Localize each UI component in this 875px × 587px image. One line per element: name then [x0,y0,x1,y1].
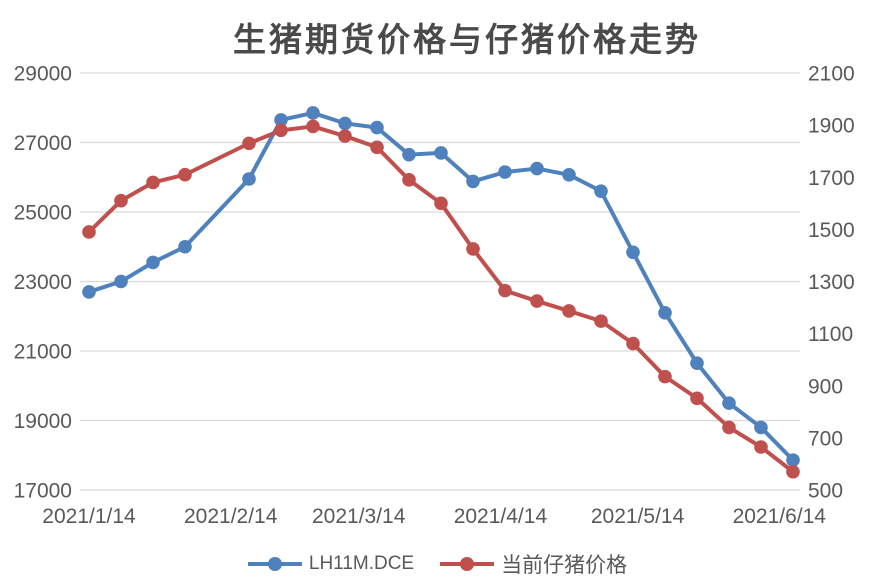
data-point-marker [402,147,416,162]
left-axis-tick-label: 19000 [14,410,72,433]
data-point-marker [274,113,288,127]
data-point-marker [402,173,416,187]
data-point-marker [242,136,256,151]
right-axis-tick-label: 1900 [808,115,855,138]
data-point-marker [786,453,800,467]
data-point-marker [754,420,768,435]
left-axis-tick-label: 17000 [14,480,72,503]
legend-line-marker-futures-icon [247,557,302,571]
right-axis-tick-label: 2100 [808,63,855,86]
data-point-marker [754,440,768,454]
right-axis-tick-label: 500 [808,480,843,503]
data-point-marker [594,184,608,198]
left-axis-tick-label: 21000 [14,341,72,364]
data-point-marker [722,396,736,410]
data-point-marker [242,172,256,186]
data-point-marker [434,196,448,211]
data-point-marker [114,274,128,289]
legend-item-piglet: 当前仔猪价格 [440,549,627,579]
left-axis-tick-label: 29000 [14,63,72,86]
data-point-marker [146,175,160,190]
x-axis-tick-label: 2021/5/14 [591,505,685,528]
data-point-marker [530,294,544,308]
data-point-marker [466,242,480,256]
left-axis-tick-label: 27000 [14,132,72,155]
x-axis-tick-label: 2021/6/14 [733,505,827,528]
data-point-marker [306,119,320,134]
legend: LH11M.DCE 当前仔猪价格 [0,549,875,579]
data-point-marker [114,193,128,208]
data-point-marker [658,369,672,384]
right-axis-tick-label: 1700 [808,167,855,190]
data-point-marker [626,336,640,351]
data-point-marker [82,225,96,239]
x-axis-tick-label: 2021/4/14 [454,505,548,528]
data-point-marker [722,420,736,435]
legend-label-piglet: 当前仔猪价格 [501,553,628,577]
data-point-marker [338,116,352,131]
left-axis-tick-label: 23000 [14,271,72,294]
right-axis-tick-label: 700 [808,427,843,450]
data-point-marker [562,168,576,182]
data-point-marker [178,167,192,182]
legend-item-futures: LH11M.DCE [247,553,415,575]
data-point-marker [146,255,160,270]
data-point-marker [466,174,480,189]
data-point-marker [274,123,288,138]
legend-line-marker-piglet-icon [440,557,495,571]
data-point-marker [498,165,512,179]
x-axis-tick-label: 2021/3/14 [312,505,406,528]
data-point-marker [690,391,704,406]
right-axis-tick-label: 1300 [808,271,855,294]
data-point-marker [370,140,384,155]
series-line-0 [88,110,795,462]
data-point-marker [370,120,384,135]
data-point-marker [498,283,512,298]
x-axis-tick-label: 2021/1/14 [42,505,136,528]
legend-label-futures: LH11M.DCE [308,553,415,574]
data-point-marker [786,464,800,479]
data-point-marker [306,106,320,120]
right-axis-tick-label: 1500 [808,219,855,242]
series-line-1 [87,124,795,474]
data-point-marker [594,314,608,328]
data-point-marker [562,304,576,318]
x-axis-tick-label: 2021/2/14 [184,505,278,528]
data-point-marker [530,161,544,176]
data-point-marker [434,146,448,160]
chart-title: 生猪期货价格与仔猪价格走势 [233,20,701,59]
data-point-marker [626,245,640,260]
right-axis-tick-label: 1100 [808,323,853,346]
data-point-marker [338,129,352,143]
data-point-marker [178,239,192,254]
data-point-marker [658,305,672,320]
data-point-marker [82,285,96,299]
left-axis-tick-label: 25000 [14,202,72,225]
data-point-marker [690,356,704,370]
right-axis-tick-label: 900 [808,375,843,398]
